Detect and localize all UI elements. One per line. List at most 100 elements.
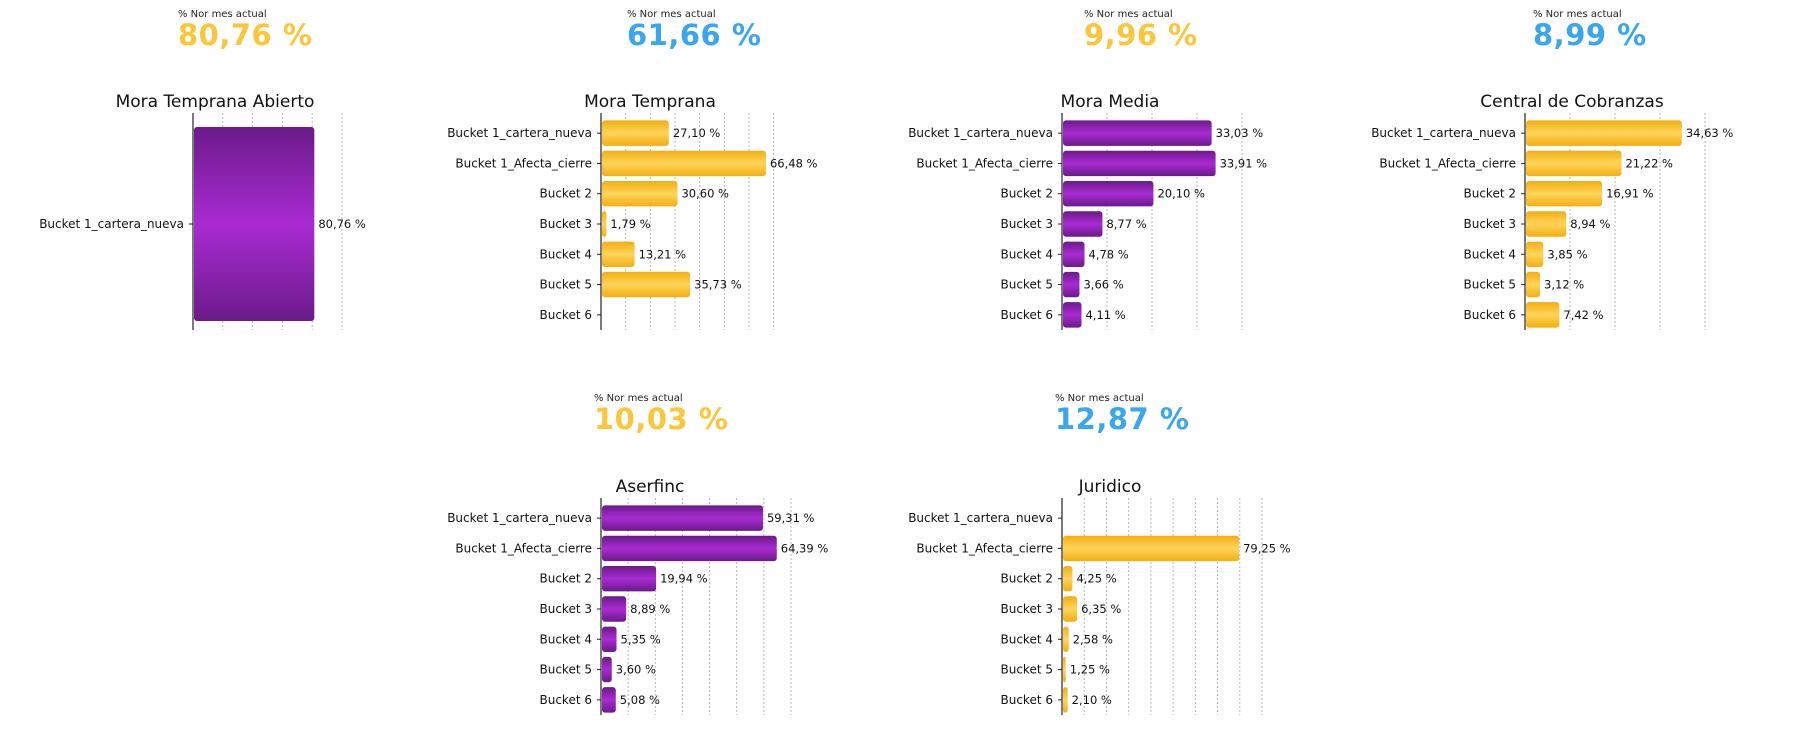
category-label: Bucket 1_cartera_nueva — [447, 126, 592, 140]
bar — [194, 127, 315, 321]
category-label: Bucket 3 — [540, 217, 593, 231]
chart-svg: Aserfinc Bucket 1_cartera_nueva 59,31 % Buc… — [447, 477, 829, 715]
category-label: Bucket 1_Afecta_cierre — [916, 541, 1053, 555]
bar — [1063, 150, 1216, 177]
data-label: 2,58 % — [1073, 632, 1113, 646]
bar — [1526, 180, 1603, 207]
kpi-label: % Nor mes actual — [594, 393, 683, 404]
data-label: 2,10 % — [1072, 693, 1112, 707]
bar — [1063, 656, 1066, 683]
category-label: Bucket 1_cartera_nueva — [908, 511, 1053, 525]
category-label: Bucket 6 — [1464, 308, 1517, 322]
category-label: Bucket 2 — [540, 572, 593, 586]
data-label: 79,25 % — [1243, 541, 1291, 555]
bar — [1063, 211, 1103, 237]
data-label: 19,94 % — [660, 572, 708, 586]
data-label: 64,39 % — [781, 541, 829, 555]
bar — [602, 626, 617, 653]
category-label: Bucket 5 — [540, 278, 593, 292]
bar — [602, 271, 691, 298]
chart-svg: Mora Temprana Bucket 1_cartera_nueva 27,10… — [447, 92, 818, 330]
data-label: 4,25 % — [1076, 572, 1116, 586]
bar — [1526, 120, 1682, 146]
bar — [602, 120, 669, 146]
data-label: 33,03 % — [1216, 126, 1264, 140]
bar — [1063, 180, 1154, 207]
category-label: Bucket 4 — [540, 247, 593, 261]
category-label: Bucket 1_Afecta_cierre — [455, 156, 592, 170]
bar — [1063, 596, 1078, 622]
data-label: 20,10 % — [1157, 187, 1205, 201]
kpi-value: 10,03 % — [594, 402, 729, 436]
bar-chart-mora-temprana: Mora Temprana Bucket 1_cartera_nueva 27,10… — [420, 85, 865, 355]
bar — [1063, 535, 1240, 562]
bar-chart-aserfinc: Aserfinc Bucket 1_cartera_nueva 59,31 % Buc… — [420, 470, 865, 740]
bar — [1063, 687, 1068, 713]
category-label: Bucket 3 — [540, 602, 593, 616]
chart-svg: Central de Cobranzas Bucket 1_cartera_nue… — [1371, 92, 1733, 330]
bar — [602, 565, 657, 592]
category-label: Bucket 1_cartera_nueva — [447, 511, 592, 525]
data-label: 6,35 % — [1081, 602, 1121, 616]
chart-svg: Mora Temprana Abierto Bucket 1_cartera_nu… — [39, 92, 366, 330]
data-label: 3,60 % — [616, 663, 656, 677]
bar-chart-central-de-cobranzas: Central de Cobranzas Bucket 1_cartera_nue… — [1320, 85, 1800, 355]
kpi-label: % Nor mes actual — [627, 9, 716, 20]
kpi-card: % Nor mes actual 8,99 % — [1533, 9, 1647, 50]
data-label: 1,79 % — [610, 217, 650, 231]
chart-title: Mora Temprana Abierto — [116, 92, 315, 112]
data-label: 13,21 % — [639, 247, 687, 261]
category-label: Bucket 5 — [1001, 278, 1054, 292]
bar — [1526, 211, 1567, 237]
data-label: 3,85 % — [1547, 247, 1587, 261]
data-label: 3,12 % — [1544, 278, 1584, 292]
category-label: Bucket 3 — [1464, 217, 1517, 231]
chart-title: Central de Cobranzas — [1480, 92, 1664, 112]
kpi-card: % Nor mes actual 10,03 % — [594, 393, 728, 434]
data-label: 7,42 % — [1563, 308, 1603, 322]
category-label: Bucket 5 — [1464, 278, 1517, 292]
bar — [1526, 302, 1560, 328]
category-label: Bucket 6 — [1001, 308, 1054, 322]
chart-title: Mora Media — [1061, 92, 1160, 112]
category-label: Bucket 1_Afecta_cierre — [916, 156, 1053, 170]
data-label: 16,91 % — [1606, 187, 1654, 201]
chart-svg: Mora Media Bucket 1_cartera_nueva 33,03 % B… — [908, 92, 1268, 330]
bar — [602, 656, 612, 683]
kpi-value: 12,87 % — [1055, 402, 1190, 436]
data-label: 30,60 % — [681, 187, 729, 201]
kpi-card: % Nor mes actual 12,87 % — [1055, 393, 1189, 434]
bar — [1526, 241, 1544, 268]
data-label: 80,76 % — [318, 217, 366, 231]
bar — [602, 241, 635, 268]
category-label: Bucket 3 — [1001, 602, 1054, 616]
bar — [602, 150, 766, 177]
kpi-value: 61,66 % — [627, 18, 762, 52]
data-label: 8,89 % — [630, 602, 670, 616]
category-label: Bucket 2 — [1001, 187, 1054, 201]
category-label: Bucket 2 — [1001, 572, 1054, 586]
kpi-value: 8,99 % — [1533, 18, 1647, 52]
bar — [1526, 150, 1622, 177]
bar — [602, 180, 678, 207]
data-label: 4,11 % — [1085, 308, 1125, 322]
category-label: Bucket 2 — [1464, 187, 1517, 201]
category-label: Bucket 1_cartera_nueva — [908, 126, 1053, 140]
chart-title: Mora Temprana — [584, 92, 716, 112]
category-label: Bucket 2 — [540, 187, 593, 201]
kpi-card: % Nor mes actual 61,66 % — [627, 9, 761, 50]
bar-chart-mora-temprana-abierto: Mora Temprana Abierto Bucket 1_cartera_nu… — [0, 85, 420, 355]
data-label: 8,94 % — [1570, 217, 1610, 231]
data-label: 33,91 % — [1220, 156, 1268, 170]
chart-title: Juridico — [1078, 477, 1142, 497]
kpi-card: % Nor mes actual 80,76 % — [178, 9, 312, 50]
category-label: Bucket 1_cartera_nueva — [39, 217, 184, 231]
category-label: Bucket 4 — [1001, 247, 1054, 261]
category-label: Bucket 1_Afecta_cierre — [1379, 156, 1516, 170]
kpi-label: % Nor mes actual — [1084, 9, 1173, 20]
data-label: 3,66 % — [1083, 278, 1123, 292]
category-label: Bucket 3 — [1001, 217, 1054, 231]
data-label: 4,78 % — [1089, 247, 1129, 261]
category-label: Bucket 6 — [540, 308, 593, 322]
bar — [1063, 120, 1212, 146]
